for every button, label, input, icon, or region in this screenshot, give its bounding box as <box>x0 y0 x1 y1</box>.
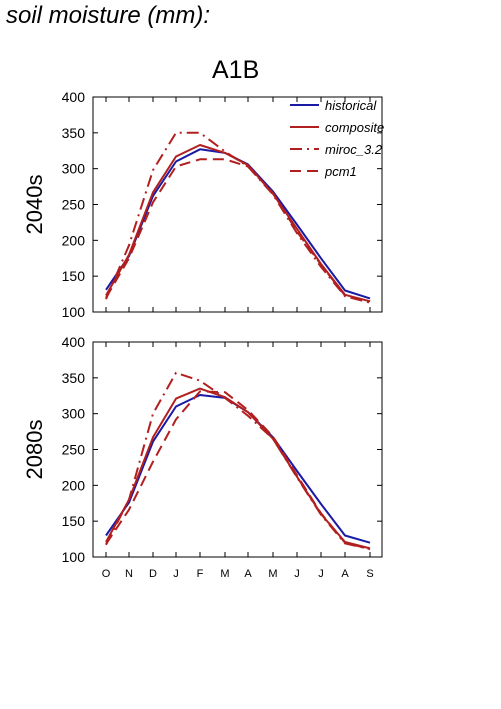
legend-label-miroc_3.2: miroc_3.2 <box>325 142 383 157</box>
x-tick-label: M <box>220 568 229 580</box>
scenario-title: A1B <box>212 56 260 84</box>
y-tick-label: 100 <box>62 304 86 320</box>
panel-label: 2080s <box>22 420 47 480</box>
y-tick-label: 250 <box>62 442 86 458</box>
x-tick-label: J <box>294 568 300 580</box>
y-tick-label: 300 <box>62 406 86 422</box>
y-tick-label: 150 <box>62 513 86 529</box>
x-tick-label: M <box>268 568 277 580</box>
y-tick-label: 300 <box>62 161 86 177</box>
x-tick-label: O <box>102 568 111 580</box>
y-tick-label: 400 <box>62 89 86 105</box>
x-tick-label: D <box>149 568 157 580</box>
panel-label: 2040s <box>22 175 47 235</box>
series-line-historical <box>105 394 371 544</box>
panel-2080s: 100 150 200 250 300 350 400 2080s O N D J F M A M J J A S <box>22 334 383 580</box>
y-tick-label: 350 <box>62 370 86 386</box>
y-tick-label: 150 <box>62 268 86 284</box>
series-line-pcm1 <box>105 390 371 551</box>
legend-label-pcm1: pcm1 <box>324 164 357 179</box>
plot-frame <box>92 341 383 558</box>
y-tick-label: 200 <box>62 477 86 493</box>
x-tick-label: A <box>244 568 252 580</box>
legend-label-historical: historical <box>325 98 377 113</box>
y-tick-label: 350 <box>62 125 86 141</box>
x-tick-label: J <box>318 568 324 580</box>
x-tick-label: S <box>366 568 373 580</box>
y-tick-label: 250 <box>62 197 86 213</box>
x-tick-label: N <box>125 568 133 580</box>
legend-label-composite: composite <box>325 120 384 135</box>
x-tick-label: J <box>173 568 179 580</box>
series-line-miroc_3.2 <box>105 371 371 551</box>
x-tick-label: F <box>197 568 204 580</box>
y-tick-label: 100 <box>62 549 86 565</box>
legend: historical composite miroc_3.2 pcm1 <box>290 98 384 179</box>
y-tick-label: 400 <box>62 334 86 350</box>
y-tick-label: 200 <box>62 232 86 248</box>
series-line-miroc_3.2 <box>105 131 371 304</box>
x-tick-label: A <box>341 568 349 580</box>
figure-title: soil moisture (mm): <box>6 2 211 29</box>
series-line-pcm1 <box>105 158 371 303</box>
panel-2040s: 100 150 200 250 300 350 400 2040s <box>22 89 383 320</box>
